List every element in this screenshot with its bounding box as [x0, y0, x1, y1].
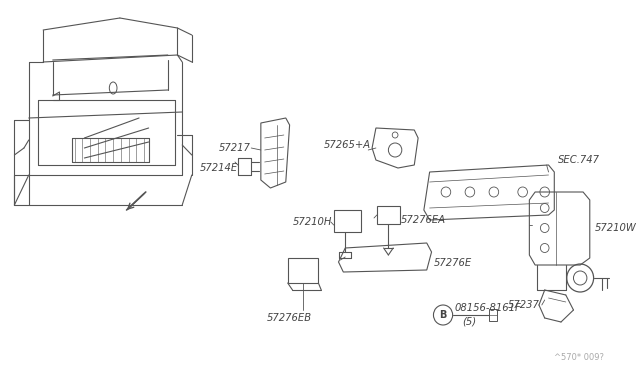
- Text: (5): (5): [462, 317, 476, 327]
- Text: 08156-8161F: 08156-8161F: [454, 303, 522, 313]
- Text: 57214E: 57214E: [200, 163, 237, 173]
- Text: 57210W: 57210W: [595, 223, 636, 233]
- Text: 57276EA: 57276EA: [401, 215, 446, 225]
- Text: 57276EB: 57276EB: [267, 313, 312, 323]
- Text: 57217: 57217: [219, 143, 250, 153]
- Bar: [333, 210, 360, 232]
- Text: ^570* 009?: ^570* 009?: [554, 353, 604, 362]
- Text: SEC.747: SEC.747: [558, 155, 600, 165]
- Text: 57276E: 57276E: [433, 258, 472, 268]
- Bar: [489, 309, 497, 321]
- Text: B: B: [440, 310, 447, 320]
- Text: 57265+A: 57265+A: [324, 140, 371, 150]
- Text: 57210H: 57210H: [292, 217, 332, 227]
- Bar: [377, 206, 400, 224]
- Text: 57237: 57237: [508, 300, 540, 310]
- Bar: [288, 258, 318, 283]
